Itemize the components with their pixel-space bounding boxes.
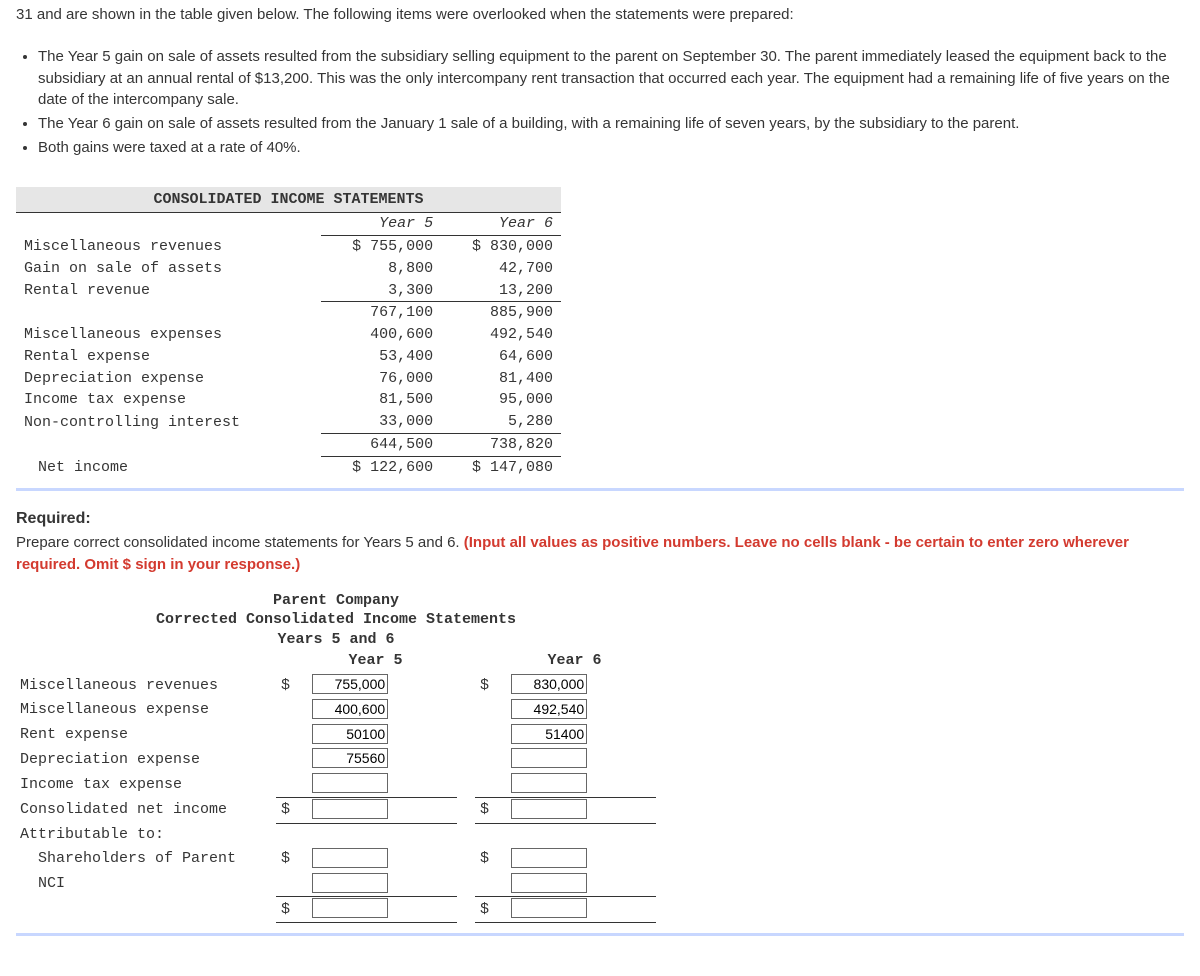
- nci-y6-input[interactable]: [511, 873, 587, 893]
- bullet-list: The Year 5 gain on sale of assets result…: [16, 46, 1184, 159]
- answer-head-line: Corrected Consolidated Income Statements: [156, 611, 516, 628]
- misc-rev-y5-input[interactable]: [312, 674, 388, 694]
- cell: 13,200: [441, 280, 561, 302]
- dollar-sign: $: [276, 673, 294, 698]
- net-income-label: Net income: [16, 456, 321, 478]
- consolidated-income-statement: CONSOLIDATED INCOME STATEMENTS Year 5 Ye…: [16, 187, 561, 479]
- misc-rev-y6-input[interactable]: [511, 674, 587, 694]
- cell: 64,600: [441, 346, 561, 368]
- row-label: Income tax expense: [16, 389, 321, 411]
- row-label: Attributable to:: [16, 823, 276, 847]
- cell: 885,900: [441, 302, 561, 324]
- dollar-sign: $: [475, 797, 493, 823]
- col-header-year5: Year 5: [294, 649, 457, 673]
- cell: $ 122,600: [321, 456, 441, 478]
- cell: 5,280: [441, 411, 561, 433]
- cell: 76,000: [321, 368, 441, 390]
- cell: 95,000: [441, 389, 561, 411]
- cell: 8,800: [321, 258, 441, 280]
- intro-line: 31 and are shown in the table given belo…: [16, 4, 1184, 26]
- tax-exp-y6-input[interactable]: [511, 773, 587, 793]
- list-item: The Year 6 gain on sale of assets result…: [38, 113, 1184, 135]
- answer-head-line: Years 5 and 6: [277, 631, 394, 648]
- misc-exp-y6-input[interactable]: [511, 699, 587, 719]
- tax-exp-y5-input[interactable]: [312, 773, 388, 793]
- cell: 3,300: [321, 280, 441, 302]
- cell: 33,000: [321, 411, 441, 433]
- row-label: Miscellaneous revenues: [16, 236, 321, 258]
- cell: $ 830,000: [441, 236, 561, 258]
- required-section: Required: Prepare correct consolidated i…: [16, 507, 1184, 576]
- cell: 53,400: [321, 346, 441, 368]
- row-label: Non-controlling interest: [16, 411, 321, 433]
- cell: 42,700: [441, 258, 561, 280]
- required-heading: Required:: [16, 507, 1184, 530]
- required-text: Prepare correct consolidated income stat…: [16, 534, 464, 551]
- shp-y6-input[interactable]: [511, 848, 587, 868]
- dollar-sign: $: [475, 897, 493, 923]
- row-label: Consolidated net income: [16, 797, 276, 823]
- row-label: Rent expense: [16, 723, 276, 748]
- row-label: NCI: [16, 872, 276, 897]
- cell: $ 147,080: [441, 456, 561, 478]
- cell: 644,500: [321, 433, 441, 456]
- cell: 81,500: [321, 389, 441, 411]
- cell: $ 755,000: [321, 236, 441, 258]
- row-label: Miscellaneous revenues: [16, 673, 276, 698]
- total-y5-input[interactable]: [312, 898, 388, 918]
- row-label: Rental expense: [16, 346, 321, 368]
- row-label: Depreciation expense: [16, 368, 321, 390]
- cell: 400,600: [321, 324, 441, 346]
- col-header-year6: Year 6: [493, 649, 656, 673]
- nci-y5-input[interactable]: [312, 873, 388, 893]
- answer-head-line: Parent Company: [273, 592, 399, 609]
- divider: [16, 933, 1184, 936]
- shp-y5-input[interactable]: [312, 848, 388, 868]
- cis-title: CONSOLIDATED INCOME STATEMENTS: [16, 187, 561, 214]
- cni-y6-input[interactable]: [511, 799, 587, 819]
- total-y6-input[interactable]: [511, 898, 587, 918]
- dep-exp-y6-input[interactable]: [511, 748, 587, 768]
- cni-y5-input[interactable]: [312, 799, 388, 819]
- dollar-sign: $: [276, 847, 294, 872]
- row-label: Rental revenue: [16, 280, 321, 302]
- row-label: Miscellaneous expense: [16, 698, 276, 723]
- row-label: Gain on sale of assets: [16, 258, 321, 280]
- rent-exp-y6-input[interactable]: [511, 724, 587, 744]
- cell: 492,540: [441, 324, 561, 346]
- dollar-sign: $: [475, 847, 493, 872]
- dollar-sign: $: [276, 797, 294, 823]
- answer-table: Parent Company Corrected Consolidated In…: [16, 591, 656, 923]
- row-label: Miscellaneous expenses: [16, 324, 321, 346]
- row-label: Depreciation expense: [16, 747, 276, 772]
- row-label: Shareholders of Parent: [16, 847, 276, 872]
- col-header-year5: Year 5: [321, 213, 441, 235]
- dollar-sign: $: [276, 897, 294, 923]
- misc-exp-y5-input[interactable]: [312, 699, 388, 719]
- row-label: Income tax expense: [16, 772, 276, 797]
- dollar-sign: $: [475, 673, 493, 698]
- cell: 767,100: [321, 302, 441, 324]
- divider: [16, 488, 1184, 491]
- list-item: The Year 5 gain on sale of assets result…: [38, 46, 1184, 111]
- cell: 81,400: [441, 368, 561, 390]
- answer-heading: Parent Company Corrected Consolidated In…: [16, 591, 656, 650]
- rent-exp-y5-input[interactable]: [312, 724, 388, 744]
- list-item: Both gains were taxed at a rate of 40%.: [38, 137, 1184, 159]
- dep-exp-y5-input[interactable]: [312, 748, 388, 768]
- col-header-year6: Year 6: [441, 213, 561, 235]
- cell: 738,820: [441, 433, 561, 456]
